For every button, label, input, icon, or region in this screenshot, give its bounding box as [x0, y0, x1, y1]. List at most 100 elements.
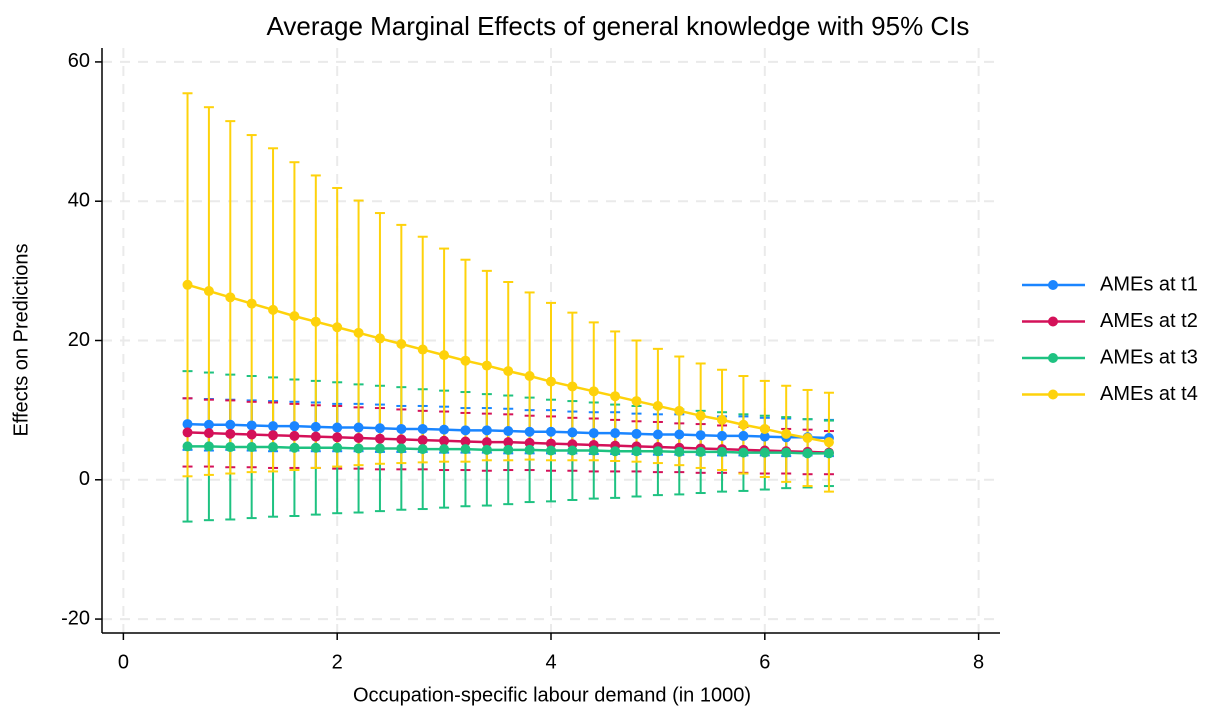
y-tick-label: 20 [68, 329, 90, 351]
point [353, 443, 364, 454]
point [353, 327, 364, 338]
point [353, 422, 364, 433]
point [781, 428, 792, 439]
point [546, 426, 556, 437]
point [460, 355, 471, 366]
point [802, 448, 813, 459]
point [182, 419, 193, 430]
point [332, 442, 343, 453]
point [610, 446, 621, 457]
x-axis-label: Occupation-specific labour demand (in 10… [353, 684, 751, 706]
point [417, 344, 428, 355]
legend-label: AMEs at t1 [1100, 273, 1198, 295]
point [481, 425, 492, 436]
point [374, 333, 385, 344]
point [460, 425, 471, 436]
x-tick-label: 8 [973, 651, 984, 673]
point [503, 366, 514, 377]
point [695, 410, 706, 421]
point [631, 428, 642, 439]
point [268, 430, 279, 441]
legend-marker [1048, 353, 1058, 363]
point [182, 427, 193, 438]
point [503, 444, 514, 455]
point [546, 438, 556, 449]
y-axis-label: Effects on Predictions [10, 243, 32, 436]
point [481, 437, 492, 448]
point [652, 400, 663, 411]
point [610, 428, 621, 439]
point [225, 292, 236, 303]
point [396, 443, 407, 454]
x-tick-label: 6 [759, 651, 770, 673]
point [417, 444, 428, 455]
point [759, 431, 770, 442]
point [246, 442, 257, 453]
point [332, 322, 343, 333]
point [182, 279, 193, 290]
point [674, 405, 685, 416]
point [374, 443, 385, 454]
point [203, 441, 214, 452]
point [417, 435, 428, 446]
point [439, 424, 450, 435]
point [674, 429, 685, 440]
point [588, 428, 599, 439]
point [225, 419, 236, 430]
point [738, 419, 749, 430]
point [289, 311, 300, 322]
y-tick-label: 0 [79, 468, 90, 490]
point [717, 414, 728, 425]
point [524, 371, 535, 382]
x-tick-label: 0 [118, 651, 129, 673]
point [503, 437, 514, 448]
point [396, 423, 407, 434]
point [225, 428, 236, 439]
point [631, 446, 642, 457]
point [717, 430, 728, 441]
point [439, 444, 450, 455]
point [374, 423, 385, 434]
point [203, 419, 214, 430]
point [674, 446, 685, 457]
point [289, 430, 300, 441]
point [225, 442, 236, 453]
point [695, 430, 706, 441]
point [631, 396, 642, 407]
point [417, 423, 428, 434]
legend-label: AMEs at t4 [1100, 383, 1198, 405]
legend-label: AMEs at t2 [1100, 310, 1198, 332]
point [588, 386, 599, 397]
point [652, 429, 663, 440]
point [481, 444, 492, 455]
point [203, 286, 214, 297]
point [439, 350, 450, 361]
point [759, 423, 770, 434]
point [310, 431, 321, 442]
point [246, 298, 257, 309]
point [823, 448, 834, 459]
y-tick-label: 40 [68, 189, 90, 211]
point [310, 316, 321, 327]
y-tick-label: 60 [68, 50, 90, 72]
point [396, 434, 407, 445]
point [481, 360, 492, 371]
point [289, 421, 300, 432]
point [738, 430, 749, 441]
point [524, 444, 535, 455]
legend-label: AMEs at t3 [1100, 346, 1198, 368]
point [802, 433, 813, 443]
point [310, 421, 321, 432]
x-tick-label: 2 [332, 651, 343, 673]
point [439, 435, 450, 446]
point [332, 432, 343, 443]
point [310, 442, 321, 453]
point [182, 441, 193, 452]
legend-marker [1048, 280, 1058, 290]
point [460, 436, 471, 447]
point [289, 442, 300, 453]
point [460, 444, 471, 455]
point [268, 442, 279, 453]
y-tick-label: -20 [61, 607, 90, 629]
